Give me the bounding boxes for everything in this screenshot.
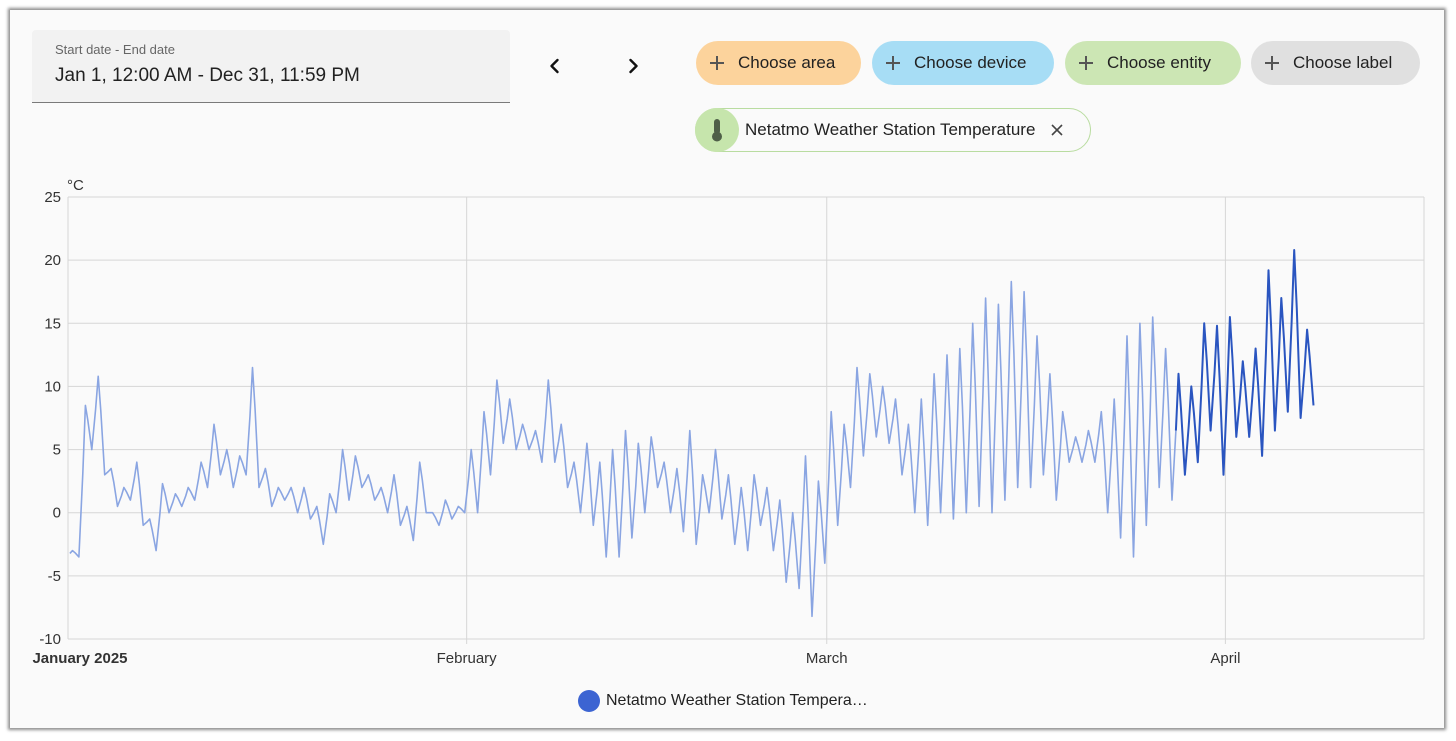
choose-area-label: Choose area	[738, 53, 836, 72]
chevron-right-icon	[629, 58, 638, 74]
x-tick-label: February	[437, 650, 498, 667]
x-tick-label: January 2025	[32, 650, 127, 667]
y-tick-label: 0	[53, 505, 61, 522]
y-axis-unit: °C	[67, 177, 84, 194]
choose-label-button[interactable]: Choose label	[1251, 41, 1420, 85]
choose-device-button[interactable]: Choose device	[872, 41, 1054, 85]
chart-legend-item[interactable]: Netatmo Weather Station Tempera…	[578, 690, 868, 712]
x-axis-ticks: January 2025 February March April	[32, 650, 1240, 667]
chart-series	[69, 249, 1315, 618]
y-tick-label: 5	[53, 442, 61, 459]
choose-label-label: Choose label	[1293, 53, 1393, 72]
choose-device-label: Choose device	[914, 53, 1027, 72]
x-tick-label: April	[1210, 650, 1240, 667]
x-tick-label: March	[806, 650, 848, 667]
choose-area-button[interactable]: Choose area	[696, 41, 861, 85]
chart-grid	[67, 196, 1425, 644]
chevron-left-icon	[550, 58, 559, 74]
plus-icon	[886, 56, 900, 70]
y-tick-label: 20	[44, 252, 61, 269]
history-panel: Start date - End date Jan 1, 12:00 AM - …	[10, 10, 1444, 728]
y-axis-ticks: 25 20 15 10 5 0 -5 -10	[39, 189, 61, 648]
plus-icon	[710, 56, 724, 70]
date-range-value: Jan 1, 12:00 AM - Dec 31, 11:59 PM	[55, 65, 360, 86]
y-tick-label: 10	[44, 378, 61, 395]
selected-entity-name: Netatmo Weather Station Temperature	[745, 120, 1036, 139]
plus-icon	[1265, 56, 1279, 70]
choose-entity-label: Choose entity	[1107, 53, 1211, 72]
plus-icon	[1079, 56, 1093, 70]
next-period-button[interactable]	[617, 50, 649, 82]
temperature-chart: °C 25 20 15 10 5 0 -5 -10 January 2025 February M…	[32, 177, 1425, 667]
y-tick-label: 15	[44, 315, 61, 332]
y-tick-label: -5	[48, 568, 61, 585]
choose-entity-button[interactable]: Choose entity	[1065, 41, 1241, 85]
y-tick-label: -10	[39, 631, 61, 648]
thermometer-icon	[712, 119, 722, 142]
temperature-series-line-highlighted	[1174, 249, 1315, 476]
selected-entity-chip[interactable]: Netatmo Weather Station Temperature	[695, 108, 1091, 152]
temperature-series-line	[69, 280, 1177, 618]
previous-period-button[interactable]	[539, 50, 571, 82]
legend-marker	[578, 690, 600, 712]
date-range-picker[interactable]: Start date - End date Jan 1, 12:00 AM - …	[32, 30, 510, 103]
entity-icon-badge	[695, 108, 739, 152]
legend-label: Netatmo Weather Station Tempera…	[606, 692, 868, 709]
date-range-label: Start date - End date	[55, 42, 175, 57]
y-tick-label: 25	[44, 189, 61, 206]
remove-entity-button[interactable]	[1047, 120, 1067, 140]
close-icon	[1051, 124, 1063, 136]
